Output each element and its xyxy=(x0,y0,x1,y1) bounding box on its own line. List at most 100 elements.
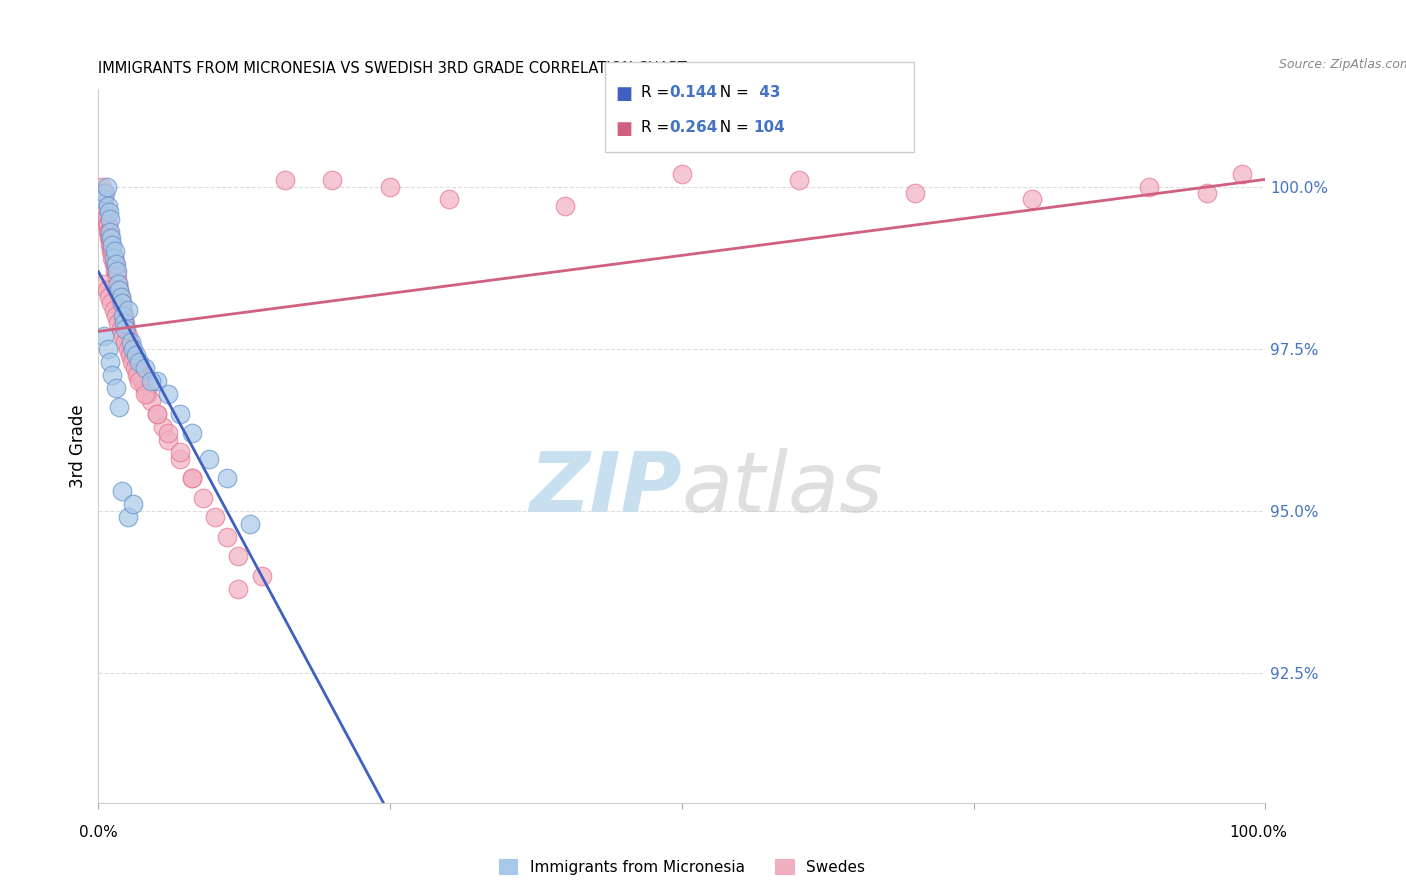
Point xyxy=(125,354,148,368)
Point xyxy=(108,283,131,297)
Point xyxy=(96,219,118,233)
Point xyxy=(105,277,128,291)
Point xyxy=(112,316,135,330)
Point xyxy=(117,302,139,317)
Point xyxy=(136,387,159,401)
Point xyxy=(104,257,127,271)
Point xyxy=(129,368,152,382)
Point xyxy=(105,264,128,278)
Point xyxy=(110,296,132,310)
Point xyxy=(169,407,191,421)
Point xyxy=(97,225,120,239)
Point xyxy=(117,335,139,350)
Point xyxy=(93,199,115,213)
Point xyxy=(787,173,810,187)
Point xyxy=(128,374,150,388)
Point xyxy=(104,270,127,285)
Point xyxy=(120,342,142,356)
Point xyxy=(274,173,297,187)
Point xyxy=(1021,193,1043,207)
Point xyxy=(122,497,145,511)
Point xyxy=(111,310,134,324)
Legend: Immigrants from Micronesia, Swedes: Immigrants from Micronesia, Swedes xyxy=(494,853,870,880)
Text: ■: ■ xyxy=(616,85,633,103)
Point xyxy=(131,374,153,388)
Point xyxy=(228,549,250,564)
Point xyxy=(104,381,127,395)
Text: N =: N = xyxy=(710,120,754,136)
Point xyxy=(111,302,134,317)
Point xyxy=(121,348,143,362)
Point xyxy=(101,251,124,265)
Point xyxy=(671,167,693,181)
Point xyxy=(321,173,343,187)
Point xyxy=(108,400,131,414)
Point xyxy=(115,328,138,343)
Point xyxy=(94,186,117,200)
Point xyxy=(96,179,118,194)
Point xyxy=(152,419,174,434)
Point xyxy=(134,381,156,395)
Point xyxy=(97,219,120,233)
Point xyxy=(180,425,202,440)
Point xyxy=(114,322,136,336)
Point xyxy=(146,407,169,421)
Point xyxy=(112,310,135,324)
Point xyxy=(157,433,180,447)
Text: 100.0%: 100.0% xyxy=(1229,825,1288,840)
Point xyxy=(118,342,141,356)
Point xyxy=(107,283,129,297)
Text: 0.144: 0.144 xyxy=(669,85,717,100)
Point xyxy=(124,361,146,376)
Point xyxy=(107,316,129,330)
Point xyxy=(104,310,127,324)
Point xyxy=(239,516,262,531)
Point xyxy=(169,445,191,459)
Point xyxy=(215,471,238,485)
Point xyxy=(103,251,125,265)
Point xyxy=(107,277,129,291)
Point xyxy=(132,374,155,388)
Point xyxy=(114,335,136,350)
Point xyxy=(128,354,150,368)
Point xyxy=(94,211,117,226)
Point xyxy=(117,510,139,524)
Point xyxy=(193,491,215,505)
Point xyxy=(97,225,120,239)
Point xyxy=(98,354,121,368)
Point xyxy=(111,296,134,310)
Text: atlas: atlas xyxy=(682,449,883,529)
Text: R =: R = xyxy=(641,120,675,136)
Point xyxy=(93,328,115,343)
Point xyxy=(125,368,148,382)
Point xyxy=(1137,179,1160,194)
Point xyxy=(169,452,191,467)
Point xyxy=(98,225,121,239)
Text: 104: 104 xyxy=(754,120,786,136)
Point xyxy=(98,211,121,226)
Point xyxy=(228,582,250,596)
Text: ■: ■ xyxy=(616,120,633,138)
Point xyxy=(380,179,402,194)
Point xyxy=(127,361,149,376)
Text: ZIP: ZIP xyxy=(529,449,682,529)
Point xyxy=(110,290,132,304)
Point xyxy=(100,238,122,252)
Point xyxy=(198,452,221,467)
Point xyxy=(110,322,132,336)
Point xyxy=(554,199,576,213)
Text: Source: ZipAtlas.com: Source: ZipAtlas.com xyxy=(1279,58,1406,71)
Point xyxy=(125,348,148,362)
Point xyxy=(108,290,131,304)
Point xyxy=(204,510,226,524)
Point xyxy=(139,374,162,388)
Point xyxy=(91,193,114,207)
Text: N =: N = xyxy=(710,85,754,100)
Point xyxy=(107,277,129,291)
Point xyxy=(124,354,146,368)
Y-axis label: 3rd Grade: 3rd Grade xyxy=(69,404,87,488)
Point xyxy=(111,484,134,499)
Point xyxy=(94,205,117,219)
Point xyxy=(157,425,180,440)
Text: 43: 43 xyxy=(754,85,780,100)
